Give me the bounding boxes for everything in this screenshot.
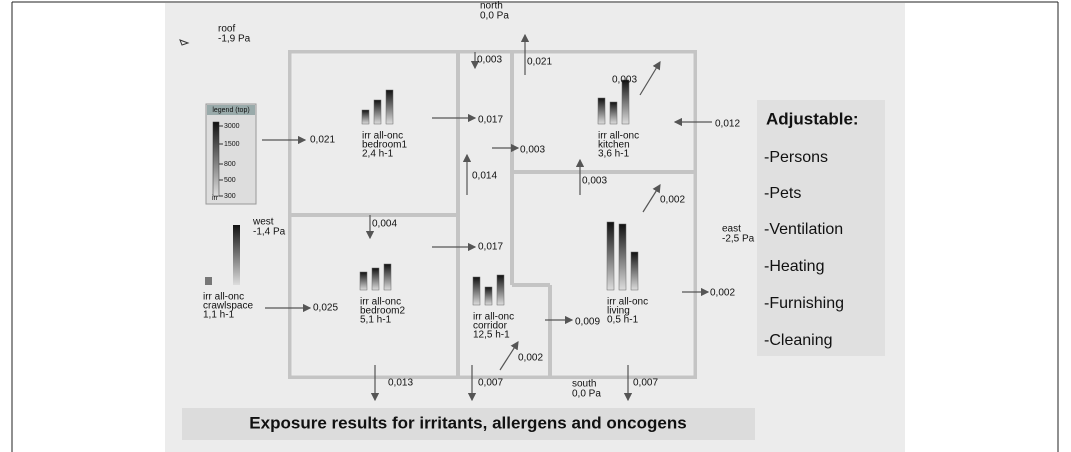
panel-title: Adjustable:	[766, 109, 859, 128]
room-name: kitchen	[598, 140, 630, 151]
flow-value: 0,013	[388, 378, 413, 389]
legend-unit: irr	[212, 195, 219, 202]
bar	[606, 221, 615, 291]
caption-box	[182, 408, 755, 440]
zone-name: east	[722, 224, 741, 235]
flow-value: 0,007	[633, 378, 658, 389]
bar	[621, 79, 630, 125]
room-rate: 0,5 h-1	[607, 315, 639, 326]
room-label: irr all-onc	[473, 312, 514, 323]
bar	[385, 89, 394, 125]
room-rate: 2,4 h-1	[362, 149, 394, 160]
flow-value: 0,017	[478, 115, 503, 126]
flow-value: 0,002	[518, 353, 543, 364]
bar	[472, 276, 481, 306]
bar	[383, 263, 392, 291]
flow-value: 0,025	[313, 303, 338, 314]
zone-name: roof	[218, 24, 235, 35]
legend-tick-label: 3000	[224, 123, 240, 130]
flow-value: 0,003	[520, 145, 545, 156]
room-name: living	[607, 306, 630, 317]
bar	[618, 223, 627, 291]
flow-arrow	[639, 60, 661, 96]
zone-pressure: 0,0 Pa	[572, 389, 601, 400]
room-name: bedroom1	[362, 140, 407, 151]
adjustable-item: -Pets	[764, 185, 801, 202]
zone-name: north	[480, 1, 503, 12]
room-label: irr all-onc	[203, 292, 244, 303]
zone-pressure: -1,4 Pa	[253, 227, 286, 238]
adjustable-item: -Heating	[764, 258, 824, 275]
bar	[597, 97, 606, 125]
room-label: irr all-onc	[607, 297, 648, 308]
room-rate: 5,1 h-1	[360, 315, 392, 326]
bar	[496, 274, 505, 306]
legend-tick-label: 800	[224, 161, 236, 168]
flow-value: 0,007	[478, 378, 503, 389]
flow-value: 0,009	[575, 317, 600, 328]
adjustable-item: -Cleaning	[764, 332, 832, 349]
flow-value: 0,014	[472, 171, 497, 182]
flow-value: 0,017	[478, 242, 503, 253]
flow-value: 0,002	[660, 195, 685, 206]
flow-value: 0,004	[372, 219, 397, 230]
room-label: irr all-onc	[598, 131, 639, 142]
legend-tick-label: 1500	[224, 141, 240, 148]
bar	[484, 286, 493, 306]
bar	[630, 251, 639, 291]
caption: Exposure results for irritants, allergen…	[249, 413, 686, 432]
bar	[609, 101, 618, 125]
adjustable-item: -Furnishing	[764, 295, 844, 312]
flow-value: 0,021	[310, 135, 335, 146]
room-name: corridor	[473, 321, 508, 332]
room-label: irr all-onc	[360, 297, 401, 308]
zone-pressure: -2,5 Pa	[722, 234, 755, 245]
flow-value: 0,003	[477, 55, 502, 66]
bar	[371, 267, 380, 291]
room-label: irr all-onc	[362, 131, 403, 142]
room-rate: 3,6 h-1	[598, 149, 630, 160]
flow-value: 0,002	[710, 288, 735, 299]
legend: legend (top)	[205, 103, 257, 205]
flow-arrow	[642, 183, 661, 213]
zone-pressure: -1,9 Pa	[218, 34, 251, 45]
flow-value: 0,003	[582, 176, 607, 187]
bar	[361, 109, 370, 125]
legend-title: legend (top)	[212, 107, 249, 114]
flow-value: 0,012	[715, 119, 740, 130]
adjustable-item: -Persons	[764, 149, 828, 166]
legend-tick-label: 300	[224, 193, 236, 200]
floor-plan	[288, 50, 697, 379]
zone-name: south	[572, 379, 596, 390]
bar	[359, 271, 368, 291]
room-rate: 1,1 h-1	[203, 310, 235, 321]
bar	[373, 99, 382, 125]
wind-icon	[179, 39, 190, 46]
room-rate: 12,5 h-1	[473, 330, 510, 341]
adjustable-panel	[757, 100, 885, 356]
flow-value: 0,003	[612, 75, 637, 86]
bar	[205, 277, 212, 285]
zone-name: west	[252, 217, 274, 228]
flow-arrow	[499, 340, 519, 371]
bar	[233, 225, 240, 285]
room-name: crawlspace	[203, 301, 253, 312]
room-name: bedroom2	[360, 306, 405, 317]
flow-value: 0,021	[527, 57, 552, 68]
legend-tick-label: 500	[224, 177, 236, 184]
adjustable-item: -Ventilation	[764, 221, 843, 238]
zone-pressure: 0,0 Pa	[480, 11, 509, 22]
